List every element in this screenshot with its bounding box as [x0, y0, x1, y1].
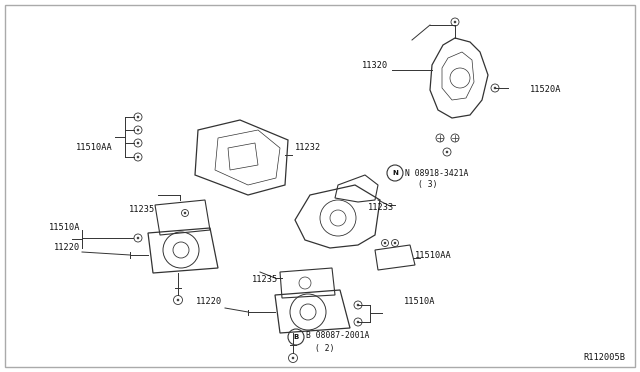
- Circle shape: [494, 87, 496, 89]
- Text: 11235: 11235: [252, 276, 278, 285]
- Text: 11320: 11320: [362, 61, 388, 70]
- Text: 11510AA: 11510AA: [415, 251, 452, 260]
- Text: R112005B: R112005B: [583, 353, 625, 362]
- Circle shape: [137, 116, 139, 118]
- Circle shape: [394, 242, 396, 244]
- Text: B: B: [293, 334, 299, 340]
- Circle shape: [454, 21, 456, 23]
- Text: 11220: 11220: [196, 298, 222, 307]
- Circle shape: [357, 304, 359, 306]
- Circle shape: [137, 129, 139, 131]
- Circle shape: [292, 357, 294, 359]
- Text: ( 2): ( 2): [315, 343, 335, 353]
- Circle shape: [384, 242, 386, 244]
- Text: 11233: 11233: [368, 203, 394, 212]
- Text: B 08087-2001A: B 08087-2001A: [306, 331, 369, 340]
- Text: 11520A: 11520A: [530, 86, 561, 94]
- Text: ( 3): ( 3): [418, 180, 438, 189]
- Circle shape: [177, 299, 179, 301]
- Text: N 08918-3421A: N 08918-3421A: [405, 169, 468, 177]
- Text: 11220: 11220: [54, 244, 80, 253]
- Text: 11232: 11232: [295, 144, 321, 153]
- Text: N: N: [392, 170, 398, 176]
- Circle shape: [357, 321, 359, 323]
- Circle shape: [184, 212, 186, 214]
- Text: 11510A: 11510A: [404, 298, 435, 307]
- Circle shape: [137, 156, 139, 158]
- Text: 11510A: 11510A: [49, 224, 80, 232]
- Circle shape: [446, 151, 448, 153]
- Text: 11235: 11235: [129, 205, 155, 215]
- Circle shape: [137, 142, 139, 144]
- Circle shape: [137, 237, 139, 239]
- Text: 11510AA: 11510AA: [76, 144, 113, 153]
